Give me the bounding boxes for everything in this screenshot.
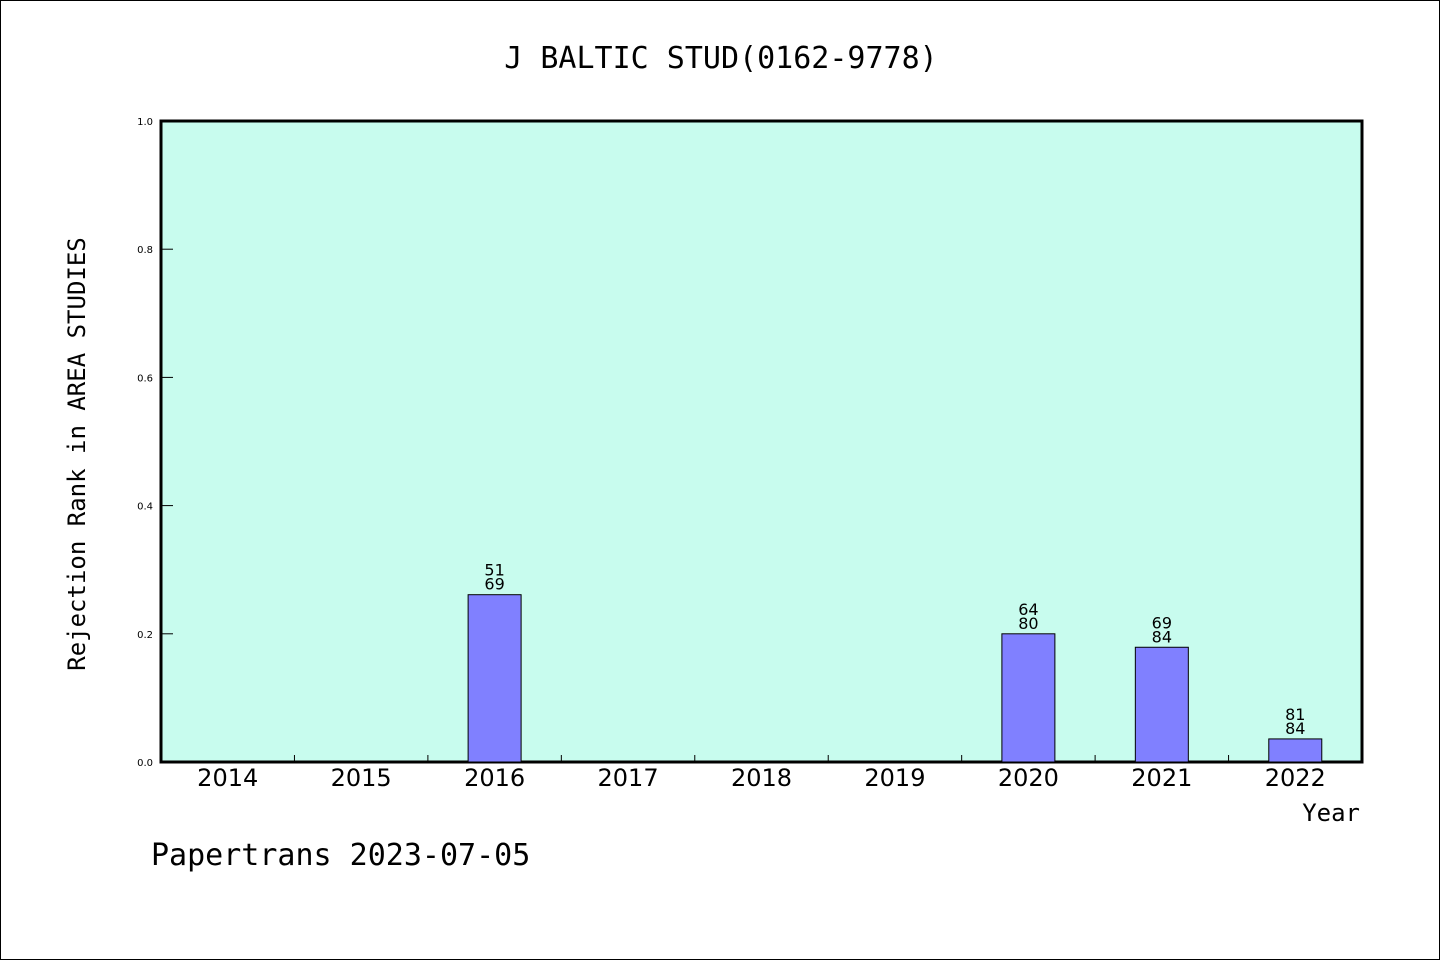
data-label-top: 81 — [1285, 705, 1305, 724]
x-axis-label: Year — [1302, 799, 1360, 827]
bars — [467, 594, 1323, 763]
x-tick-label: 2015 — [331, 764, 392, 792]
x-tick-label: 2019 — [864, 764, 925, 792]
y-axis: 0.0 0.2 0.4 0.6 0.8 1.0 — [137, 117, 173, 769]
x-tick-label: 2016 — [464, 764, 525, 792]
data-label-top: 69 — [1152, 613, 1172, 632]
data-label-bottom: 80 — [1018, 614, 1038, 633]
bar — [1268, 738, 1323, 763]
data-label-bottom: 84 — [1152, 627, 1172, 646]
y-tick-label: 1.0 — [137, 117, 153, 128]
x-tick-label: 2022 — [1265, 764, 1326, 792]
bar — [1001, 633, 1056, 763]
data-label-top: 64 — [1018, 600, 1038, 619]
chart-title: J BALTIC STUD(0162-9778) — [504, 41, 937, 76]
y-tick-label: 0.4 — [137, 502, 153, 513]
data-label-top: 51 — [484, 561, 504, 580]
data-label-bottom: 84 — [1285, 719, 1305, 738]
data-label-bottom: 69 — [484, 575, 504, 594]
bar — [467, 594, 522, 763]
footer-text: Papertrans 2023-07-05 — [151, 838, 530, 873]
y-tick-label: 0.0 — [137, 758, 153, 769]
y-tick-label: 0.8 — [137, 245, 153, 256]
x-tick-label: 2020 — [998, 764, 1059, 792]
x-tick-label: 2018 — [731, 764, 792, 792]
y-axis-label: Rejection Rank in AREA STUDIES — [63, 237, 91, 670]
y-tick-label: 0.6 — [137, 373, 153, 384]
x-axis: 2014 2015 2016 2017 2018 2019 2020 2021 2022 — [197, 755, 1326, 792]
x-tick-label: 2014 — [197, 764, 258, 792]
x-tick-label: 2021 — [1131, 764, 1192, 792]
bar — [1134, 646, 1189, 763]
x-tick-label: 2017 — [598, 764, 659, 792]
y-tick-label: 0.2 — [137, 630, 153, 641]
